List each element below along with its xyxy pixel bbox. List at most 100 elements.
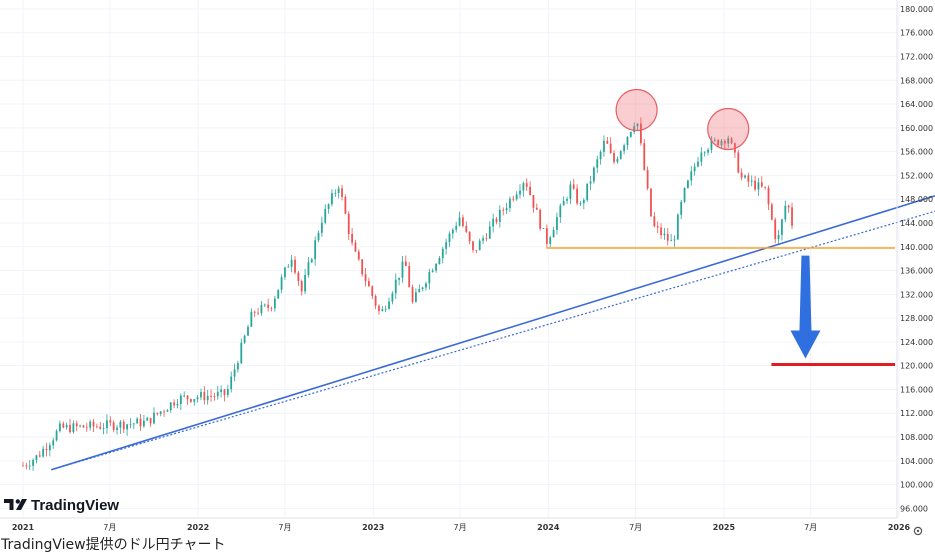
candle-body <box>210 395 212 397</box>
tradingview-logo-icon <box>4 499 27 510</box>
candle-body <box>465 225 468 232</box>
candle-body <box>697 161 699 167</box>
y-tick-label: 176.000 <box>900 29 933 38</box>
candle-body <box>663 233 666 236</box>
y-tick-label: 144.000 <box>900 219 933 228</box>
candle-body <box>240 342 243 364</box>
tradingview-logo-dot <box>15 499 20 504</box>
candle-body <box>770 204 773 220</box>
candle-body <box>539 209 542 229</box>
candle-body <box>451 229 454 234</box>
candle-body <box>774 219 777 240</box>
candle-body <box>371 286 374 297</box>
candle-body <box>744 175 746 178</box>
x-tick-label: 7月 <box>804 523 817 532</box>
candle-body <box>673 239 676 241</box>
candle-body <box>623 145 626 152</box>
peak-circle <box>707 107 750 151</box>
candle-body <box>556 217 558 230</box>
candle-body <box>391 293 394 302</box>
candle-body <box>425 283 427 288</box>
candle-body <box>287 266 290 268</box>
peak-circle <box>615 88 658 132</box>
candle-body <box>787 205 790 208</box>
candle-body <box>421 287 424 289</box>
axes: 96.000 100.000 104.000 108.000 112.000 116.00… <box>0 0 933 532</box>
candle-body <box>310 259 313 263</box>
dotted-trendline <box>51 210 935 471</box>
candle-body <box>179 395 182 405</box>
candle-body <box>730 138 733 144</box>
candle-body <box>284 267 286 278</box>
candle-body <box>552 229 555 238</box>
annotation-layer <box>546 88 895 366</box>
candle-body <box>572 184 575 189</box>
chart-settings-button[interactable] <box>913 526 923 536</box>
candle-body <box>492 218 495 227</box>
candle-body <box>142 420 145 427</box>
x-tick-label: 2025 <box>713 523 736 532</box>
candle-body <box>28 465 31 467</box>
candle-body <box>566 198 568 201</box>
candle-body <box>22 465 24 467</box>
y-tick-label: 156.000 <box>900 148 933 157</box>
y-tick-label: 128.000 <box>900 314 933 323</box>
candle-body <box>656 226 659 228</box>
y-tick-label: 116.000 <box>900 385 933 394</box>
candle-body <box>545 228 548 244</box>
candle-body <box>273 298 276 309</box>
candle-body <box>636 123 639 127</box>
candle-body <box>48 445 51 451</box>
candle-body <box>398 277 401 280</box>
chart-caption: TradingView提供のドル円チャート <box>1 537 226 553</box>
candle-body <box>710 139 713 150</box>
candle-body <box>411 287 414 302</box>
candle-body <box>169 402 172 411</box>
candle-body <box>99 426 102 429</box>
candle-body <box>52 440 55 446</box>
candle-body <box>401 261 404 278</box>
candle-body <box>183 395 186 397</box>
candle-body <box>220 389 223 392</box>
candle-body <box>683 187 686 202</box>
candle-body <box>586 183 589 201</box>
candle-body <box>132 423 135 425</box>
candle-body <box>277 289 280 299</box>
candle-body <box>519 190 521 195</box>
candle-body <box>45 448 48 451</box>
candle-body <box>317 232 320 241</box>
candle-body <box>341 188 343 197</box>
candle-body <box>784 205 787 220</box>
candle-body <box>455 225 458 230</box>
candle-body <box>613 153 615 162</box>
chart-grid <box>0 0 900 518</box>
candle-body <box>324 208 327 223</box>
support-trendline <box>51 194 935 471</box>
candle-body <box>707 149 709 153</box>
candle-body <box>166 410 169 412</box>
candle-body <box>404 261 407 267</box>
candle-body <box>596 159 599 168</box>
y-tick-label: 124.000 <box>900 338 933 347</box>
candle-body <box>79 425 81 427</box>
candle-body <box>482 238 484 241</box>
candle-body <box>458 217 461 226</box>
candle-body <box>754 180 756 190</box>
candle-body <box>257 312 259 314</box>
candle-body <box>515 194 518 200</box>
y-tick-label: 164.000 <box>900 100 933 109</box>
candle-body <box>38 455 41 457</box>
candle-body <box>381 309 384 311</box>
candle-body <box>408 266 411 288</box>
candle-body <box>250 311 253 327</box>
candle-body <box>163 411 165 413</box>
candle-body <box>633 126 636 132</box>
candle-body <box>190 399 192 402</box>
candle-body <box>126 424 129 430</box>
candle-body <box>156 412 159 414</box>
candle-body <box>747 175 750 182</box>
y-tick-label: 136.000 <box>900 267 933 276</box>
candle-body <box>717 139 720 146</box>
tradingview-logo-text: TradingView <box>31 497 119 514</box>
candle-body <box>418 288 421 293</box>
